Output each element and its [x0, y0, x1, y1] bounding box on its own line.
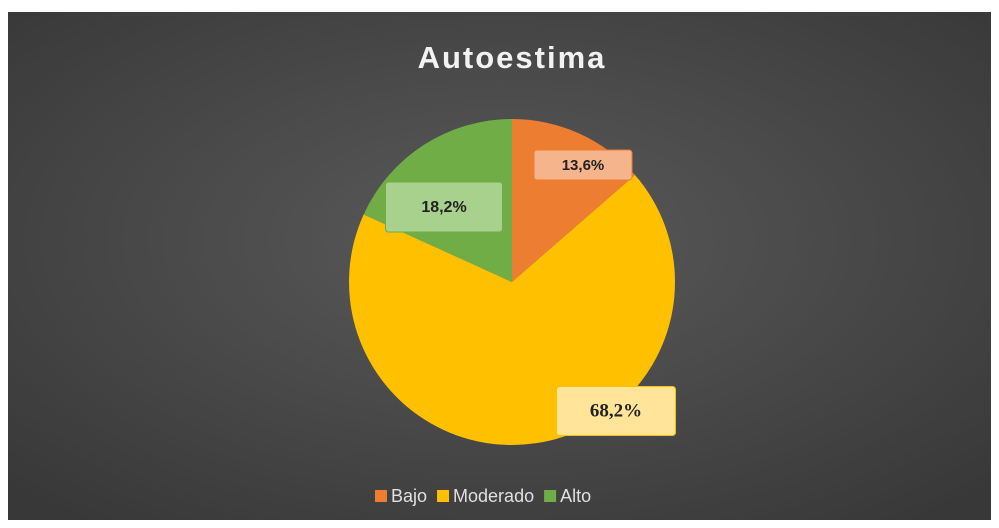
data-label-box: [556, 386, 676, 436]
legend-label: Alto: [560, 486, 591, 506]
pie-slice: [349, 174, 676, 446]
legend-label: Moderado: [453, 486, 534, 506]
data-label: 68,2%: [590, 400, 642, 421]
chart-title: Autoestima: [418, 40, 607, 75]
legend-swatch: [544, 490, 557, 502]
data-label: 13,6%: [562, 157, 605, 174]
legend-label: Bajo: [391, 486, 427, 506]
legend-swatch: [437, 490, 450, 502]
data-label: 18,2%: [421, 199, 466, 216]
data-label-box: [533, 149, 633, 181]
legend-swatch: [375, 490, 387, 502]
data-label-box: [385, 181, 503, 233]
